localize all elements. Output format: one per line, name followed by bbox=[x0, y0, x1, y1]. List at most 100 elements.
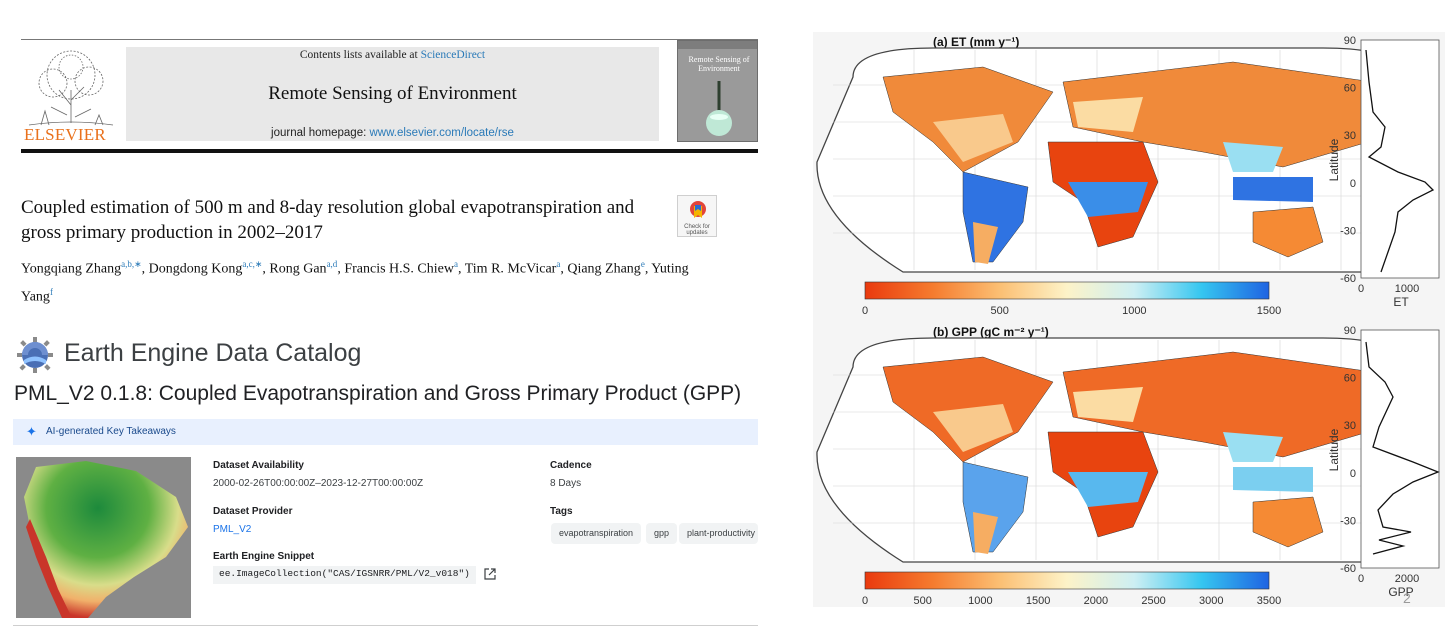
profile-curve bbox=[1365, 341, 1440, 555]
et-gpp-figure: (a) ET (mm y⁻¹) 0 500 1000 1500 90 60 30 0 -30 -60… bbox=[816, 35, 1440, 607]
journal-cover: Remote Sensing of Environment bbox=[677, 40, 758, 142]
author-affiliation[interactable]: a,d bbox=[326, 259, 338, 269]
colorbar-tick-label: 2000 bbox=[1084, 595, 1108, 607]
colorbar-tick-label: 3500 bbox=[1257, 595, 1281, 607]
profile-xtick-label: 1000 bbox=[1395, 283, 1419, 295]
cover-title: Remote Sensing of Environment bbox=[688, 55, 750, 73]
author-name: Yuting Yang bbox=[21, 261, 689, 305]
colorbar bbox=[864, 281, 1270, 300]
author-name: Yongqiang Zhang bbox=[21, 261, 122, 277]
profile-xtick-label: 2000 bbox=[1395, 573, 1419, 585]
author-separator: , bbox=[644, 261, 652, 277]
journal-title: Remote Sensing of Environment bbox=[268, 83, 517, 104]
central-africa-region bbox=[1068, 182, 1148, 217]
profile-ylabel: Latitude bbox=[1327, 428, 1341, 471]
colorbar-tick-label: 1000 bbox=[1122, 305, 1146, 317]
panel-title: (b) GPP (gC m⁻² y⁻¹) bbox=[933, 325, 1049, 339]
open-in-new-icon[interactable] bbox=[484, 568, 496, 580]
author-separator: , bbox=[141, 261, 149, 277]
south-america-south bbox=[973, 512, 998, 554]
elsevier-tree-logo bbox=[28, 50, 114, 126]
homepage-prefix: journal homepage: bbox=[271, 127, 370, 139]
south-america-map bbox=[24, 461, 188, 618]
sparkle-icon: ✦ bbox=[26, 424, 37, 439]
author-list: Yongqiang Zhanga,b,∗, Dongdong Konga,c,∗… bbox=[21, 253, 691, 308]
north-america-east bbox=[933, 114, 1013, 162]
homepage-link[interactable]: www.elsevier.com/locate/rse bbox=[369, 127, 514, 139]
journal-homepage: journal homepage: www.elsevier.com/locat… bbox=[126, 127, 659, 139]
profile-ytick-label: -60 bbox=[1340, 563, 1356, 575]
eurasia-region bbox=[1062, 351, 1374, 458]
panel-title: (a) ET (mm y⁻¹) bbox=[933, 35, 1019, 49]
profile-ytick-label: 0 bbox=[1350, 178, 1356, 190]
colorbar-tick-label: 1500 bbox=[1257, 305, 1281, 317]
snippet-label: Earth Engine Snippet bbox=[213, 551, 315, 562]
colorbar-tick-label: 1000 bbox=[968, 595, 992, 607]
profile-ytick-label: 30 bbox=[1344, 130, 1356, 142]
satellite-dish-icon bbox=[706, 81, 732, 136]
author-affiliation[interactable]: a,b,∗ bbox=[121, 259, 142, 269]
author-separator: , bbox=[337, 261, 345, 277]
author-name: Qiang Zhang bbox=[567, 261, 641, 277]
tags-label: Tags bbox=[550, 506, 573, 517]
earth-engine-icon bbox=[17, 337, 53, 373]
divider bbox=[21, 39, 758, 40]
profile-xlabel: ET bbox=[1393, 295, 1409, 309]
check-for-updates-label: Check for updates bbox=[684, 224, 710, 236]
author-separator: , bbox=[262, 261, 270, 277]
code-snippet[interactable]: ee.ImageCollection("CAS/IGSNRR/PML/V2_v0… bbox=[213, 566, 476, 584]
author-affiliation[interactable]: e bbox=[640, 259, 645, 269]
profile-ylabel: Latitude bbox=[1327, 138, 1341, 181]
australia-region bbox=[1252, 496, 1324, 548]
check-for-updates-button[interactable]: Check for updates bbox=[677, 195, 717, 237]
cadence-label: Cadence bbox=[550, 460, 592, 471]
catalog-title: Earth Engine Data Catalog bbox=[64, 339, 362, 367]
profile-ytick-label: -30 bbox=[1340, 225, 1356, 237]
author-name: Tim R. McVicar bbox=[464, 261, 557, 277]
profile-ytick-label: -60 bbox=[1340, 273, 1356, 285]
journal-banner: Contents lists available at ScienceDirec… bbox=[126, 47, 659, 141]
colorbar-tick-label: 500 bbox=[990, 305, 1008, 317]
availability-value: 2000-02-26T00:00:00Z–2023-12-27T00:00:00… bbox=[213, 478, 424, 489]
ai-key-takeaways-toggle[interactable]: ✦ AI-generated Key Takeaways bbox=[13, 419, 758, 445]
paper-header: ELSEVIER Contents lists available at Sci… bbox=[0, 0, 780, 304]
author-affiliation[interactable]: a bbox=[453, 259, 458, 269]
divider bbox=[13, 625, 758, 626]
tag-chip[interactable]: gpp bbox=[646, 523, 678, 544]
south-asia-region bbox=[1223, 142, 1283, 172]
author-name: Dongdong Kong bbox=[148, 261, 243, 277]
colorbar-tick-label: 500 bbox=[914, 595, 932, 607]
profile-ytick-label: 90 bbox=[1344, 325, 1356, 337]
profile-ytick-label: 60 bbox=[1344, 373, 1356, 385]
europe-region bbox=[1073, 387, 1143, 422]
cadence-value: 8 Days bbox=[550, 478, 582, 489]
profile-xtick-label: 0 bbox=[1358, 573, 1364, 585]
divider-thick bbox=[21, 149, 758, 153]
profile-xtick-label: 0 bbox=[1358, 283, 1364, 295]
author-affiliation[interactable]: f bbox=[49, 286, 53, 297]
publisher-wordmark: ELSEVIER bbox=[24, 125, 106, 144]
tag-chip[interactable]: plant-productivity bbox=[679, 523, 758, 544]
australia-region bbox=[1252, 206, 1324, 258]
profile-xlabel: GPP bbox=[1388, 585, 1413, 599]
provider-link[interactable]: PML_V2 bbox=[213, 524, 252, 535]
sciencedirect-link[interactable]: ScienceDirect bbox=[420, 49, 486, 61]
tag-chip[interactable]: evapotranspiration bbox=[551, 523, 642, 544]
colorbar bbox=[864, 571, 1270, 590]
colorbar-tick-label: 2500 bbox=[1141, 595, 1165, 607]
maritime-asia-region bbox=[1233, 177, 1313, 202]
author-affiliation[interactable]: a,c,∗ bbox=[242, 259, 263, 269]
author-separator: , bbox=[457, 261, 465, 277]
maritime-asia-region bbox=[1233, 467, 1313, 492]
dataset-thumbnail bbox=[16, 457, 191, 618]
page-number: 2 bbox=[1403, 590, 1411, 606]
author-affiliation[interactable]: a bbox=[556, 259, 561, 269]
bookmark-icon bbox=[690, 201, 706, 218]
profile-ytick-label: -30 bbox=[1340, 515, 1356, 527]
colorbar-tick-label: 3000 bbox=[1199, 595, 1223, 607]
ai-key-takeaways-label: AI-generated Key Takeaways bbox=[46, 426, 176, 437]
profile-frame bbox=[1360, 329, 1440, 569]
contents-line: Contents lists available at ScienceDirec… bbox=[126, 49, 659, 61]
colorbar-tick-label: 0 bbox=[862, 305, 868, 317]
profile-ytick-label: 90 bbox=[1344, 35, 1356, 47]
